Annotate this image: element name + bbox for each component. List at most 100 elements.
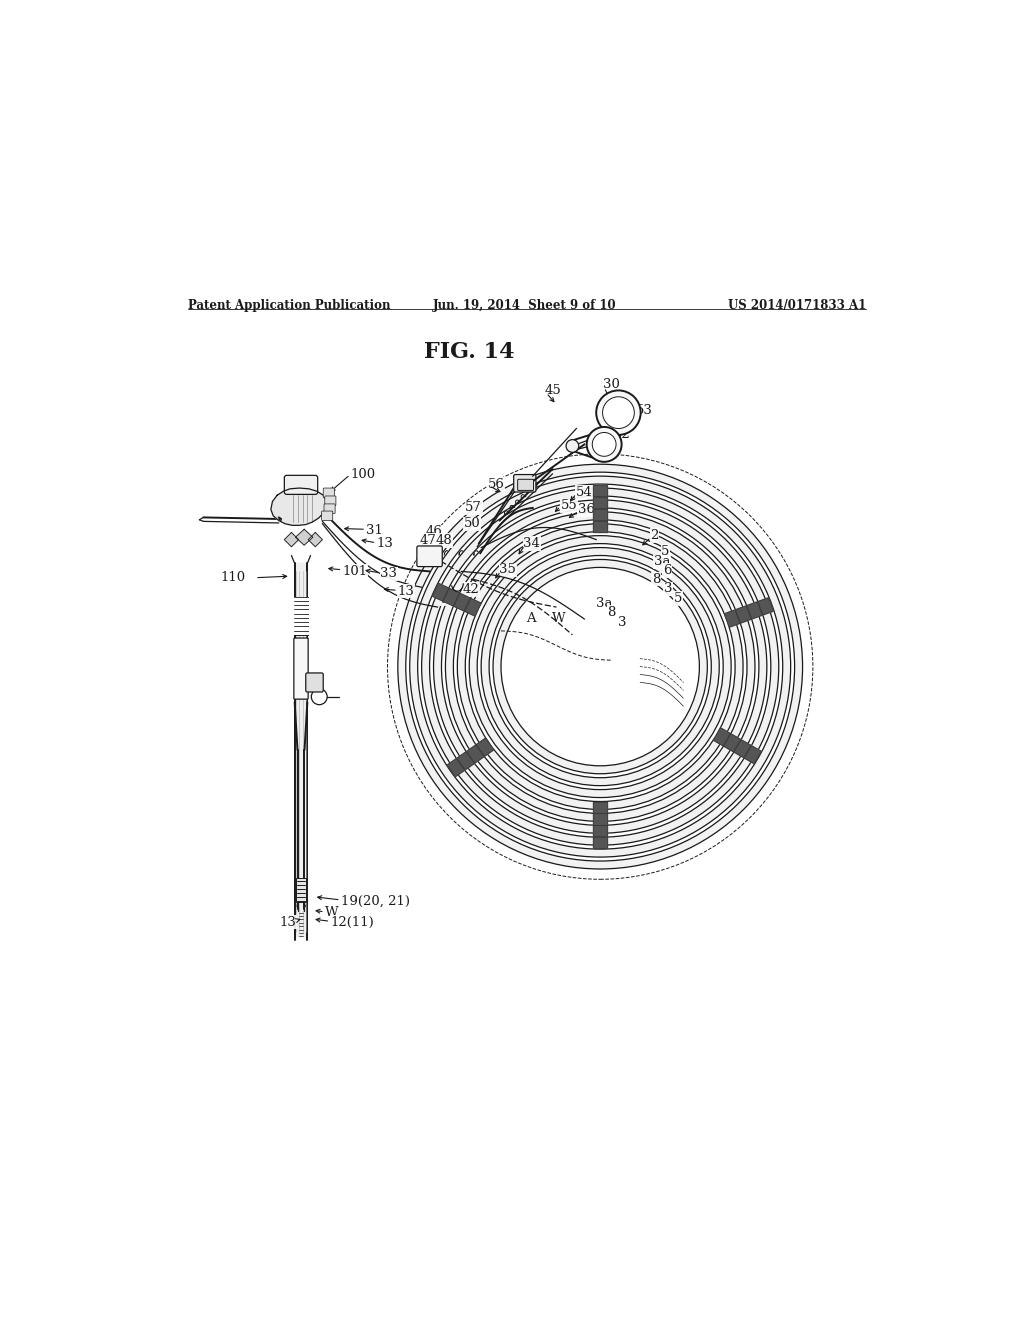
Text: W: W <box>325 906 339 919</box>
FancyBboxPatch shape <box>325 496 336 506</box>
Polygon shape <box>494 560 708 774</box>
Text: 54: 54 <box>575 486 592 499</box>
Polygon shape <box>724 734 740 752</box>
Polygon shape <box>593 520 607 532</box>
Polygon shape <box>445 512 755 821</box>
Polygon shape <box>465 598 481 616</box>
Text: 101: 101 <box>342 565 368 578</box>
Polygon shape <box>476 738 494 756</box>
FancyBboxPatch shape <box>306 673 324 692</box>
Text: 48: 48 <box>436 533 453 546</box>
Polygon shape <box>593 825 607 837</box>
Text: 53: 53 <box>636 404 652 417</box>
Polygon shape <box>295 564 307 936</box>
Polygon shape <box>458 524 743 809</box>
Text: FIG. 14: FIG. 14 <box>424 342 514 363</box>
Circle shape <box>602 397 634 429</box>
Text: 8: 8 <box>607 606 615 619</box>
Text: 100: 100 <box>350 469 376 480</box>
Text: 31: 31 <box>367 524 383 537</box>
Polygon shape <box>422 488 778 845</box>
Polygon shape <box>725 610 740 627</box>
Polygon shape <box>432 583 449 601</box>
Polygon shape <box>457 752 474 770</box>
Polygon shape <box>744 746 761 764</box>
Polygon shape <box>735 606 751 623</box>
Text: 3: 3 <box>618 616 627 630</box>
Text: 30: 30 <box>602 379 620 391</box>
Text: Jun. 19, 2014  Sheet 9 of 10: Jun. 19, 2014 Sheet 9 of 10 <box>433 300 616 312</box>
Polygon shape <box>447 759 465 776</box>
Text: US 2014/0171833 A1: US 2014/0171833 A1 <box>728 300 866 312</box>
Polygon shape <box>294 597 308 635</box>
Polygon shape <box>593 484 607 496</box>
Text: 13: 13 <box>397 585 415 598</box>
FancyBboxPatch shape <box>285 475 317 495</box>
Text: 110: 110 <box>220 572 246 585</box>
Polygon shape <box>469 536 731 797</box>
Text: 33: 33 <box>380 568 397 581</box>
FancyBboxPatch shape <box>417 546 442 566</box>
FancyBboxPatch shape <box>324 488 334 498</box>
Text: 13: 13 <box>280 916 296 929</box>
Text: 3: 3 <box>664 582 672 595</box>
Polygon shape <box>467 744 484 763</box>
Polygon shape <box>410 477 791 857</box>
Text: 8: 8 <box>652 573 660 586</box>
Text: 6: 6 <box>663 564 672 577</box>
Text: 3a: 3a <box>596 597 612 610</box>
Polygon shape <box>285 532 299 546</box>
Polygon shape <box>454 594 470 611</box>
FancyBboxPatch shape <box>296 879 306 903</box>
Text: 13: 13 <box>377 537 393 550</box>
Text: 19(20, 21): 19(20, 21) <box>341 895 410 908</box>
Text: 2: 2 <box>650 529 658 543</box>
Polygon shape <box>308 532 323 546</box>
Text: 3a: 3a <box>654 556 671 569</box>
Polygon shape <box>270 488 327 525</box>
Text: 46: 46 <box>426 525 442 539</box>
Polygon shape <box>443 589 460 606</box>
FancyBboxPatch shape <box>294 638 308 700</box>
Text: 50: 50 <box>464 517 481 531</box>
Text: 5: 5 <box>674 591 682 605</box>
Circle shape <box>592 433 616 457</box>
Text: 56: 56 <box>487 478 505 491</box>
Text: 42: 42 <box>463 583 479 597</box>
Polygon shape <box>758 598 773 615</box>
Polygon shape <box>593 496 607 508</box>
Polygon shape <box>714 727 730 746</box>
Polygon shape <box>746 602 762 619</box>
Circle shape <box>596 391 641 434</box>
Text: 32: 32 <box>441 593 458 606</box>
Text: 36: 36 <box>578 503 595 516</box>
Polygon shape <box>481 548 719 785</box>
Circle shape <box>587 426 622 462</box>
Text: 45: 45 <box>545 384 561 397</box>
Polygon shape <box>593 837 607 849</box>
Polygon shape <box>734 739 751 758</box>
FancyBboxPatch shape <box>514 475 536 492</box>
FancyBboxPatch shape <box>322 511 333 520</box>
Text: 55: 55 <box>560 499 578 512</box>
Polygon shape <box>398 465 803 869</box>
Text: W: W <box>552 612 565 626</box>
Text: 5: 5 <box>662 545 670 558</box>
Polygon shape <box>593 508 607 520</box>
Text: 52: 52 <box>613 428 631 441</box>
Text: 12(11): 12(11) <box>331 916 374 929</box>
Polygon shape <box>593 813 607 825</box>
FancyBboxPatch shape <box>324 504 335 513</box>
Text: Patent Application Publication: Patent Application Publication <box>187 300 390 312</box>
Polygon shape <box>296 529 313 545</box>
FancyBboxPatch shape <box>518 479 534 491</box>
Polygon shape <box>295 702 307 750</box>
Text: 57: 57 <box>465 502 482 515</box>
Polygon shape <box>593 801 607 813</box>
Circle shape <box>566 440 579 453</box>
Text: A: A <box>526 612 536 626</box>
Polygon shape <box>433 500 767 833</box>
Text: 34: 34 <box>523 537 540 550</box>
Text: 35: 35 <box>500 564 516 577</box>
Text: 47: 47 <box>420 533 437 546</box>
